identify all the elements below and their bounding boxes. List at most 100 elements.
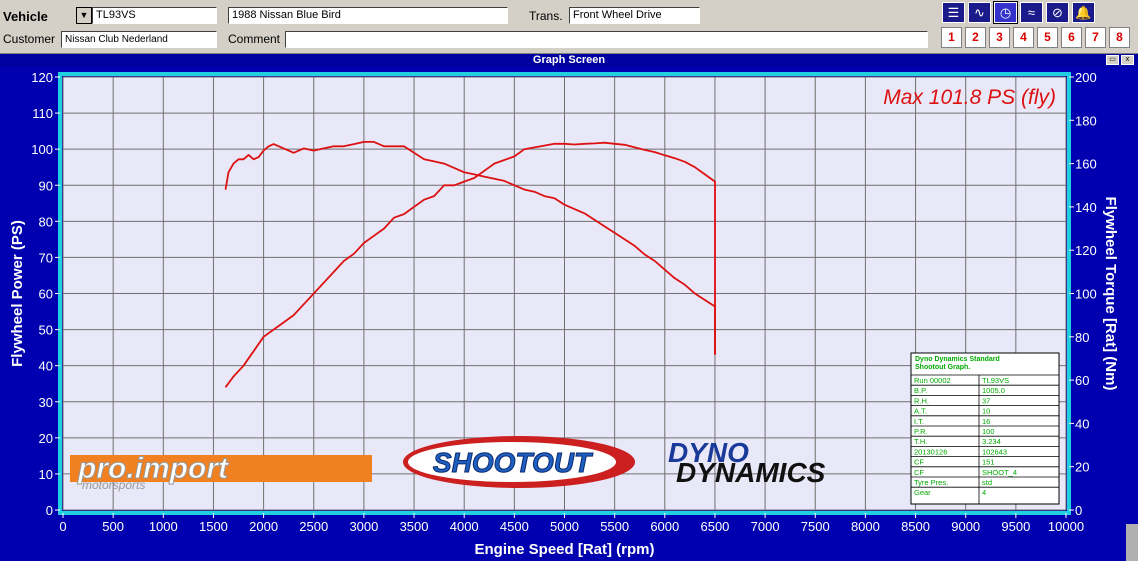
vehicle-label: Vehicle: [3, 9, 48, 24]
tool-curve-button[interactable]: ∿: [968, 2, 991, 23]
x-tick-label: 500: [102, 519, 124, 534]
x-tick-label: 1000: [149, 519, 178, 534]
y2-tick-label: 160: [1075, 157, 1097, 172]
gauge-icon: ◷: [999, 5, 1012, 20]
info-table-title: Dyno Dynamics Standard: [915, 356, 1000, 363]
y2-tick-label: 0: [1075, 503, 1082, 518]
x-tick-label: 3000: [349, 519, 378, 534]
multi-curve-icon: ≈: [1027, 5, 1036, 20]
y-tick-label: 60: [39, 287, 53, 302]
tool-gauge-button[interactable]: ◷: [993, 1, 1018, 24]
info-row-key: 20130126: [914, 447, 947, 456]
info-row-value: 3.234: [982, 437, 1001, 446]
info-row-value: 151: [982, 458, 995, 467]
y2-tick-label: 60: [1075, 373, 1089, 388]
x-tick-label: 5500: [600, 519, 629, 534]
x-axis-label: Engine Speed [Rat] (rpm): [474, 541, 654, 558]
info-row-value: 10: [982, 407, 990, 416]
tool-multi-curve-button[interactable]: ≈: [1020, 2, 1043, 23]
y-tick-label: 0: [46, 503, 53, 518]
y-tick-label: 120: [31, 70, 53, 85]
shootout-logo-inner: [408, 442, 616, 482]
info-row-key: Gear: [914, 488, 931, 497]
info-row-key: Tyre Pres.: [914, 478, 948, 487]
y-tick-label: 10: [39, 467, 53, 482]
tool-bell-button[interactable]: 🔔: [1072, 2, 1095, 23]
dyno-logo-top: DYNO: [668, 437, 749, 468]
info-row-key: P.R.: [914, 427, 928, 436]
comment-label: Comment: [228, 32, 281, 46]
y2-tick-label: 180: [1075, 113, 1097, 128]
x-tick-label: 7500: [801, 519, 830, 534]
y2-tick-label: 80: [1075, 330, 1089, 345]
menu-lines-icon: ☰: [947, 5, 960, 20]
customer-label: Customer: [3, 32, 56, 46]
torque-curve: [224, 140, 716, 355]
x-tick-label: 2500: [299, 519, 328, 534]
preset-button-6[interactable]: 6: [1061, 27, 1082, 48]
info-row-key: CF: [914, 468, 924, 477]
preset-button-5[interactable]: 5: [1037, 27, 1058, 48]
vehicle-input[interactable]: TL93VS: [92, 7, 217, 24]
y-tick-label: 70: [39, 250, 53, 265]
gauge-curve-icon: ⊘: [1052, 5, 1063, 20]
info-row-key: B.P.: [914, 386, 927, 395]
y-tick-label: 80: [39, 214, 53, 229]
info-row-value: 16: [982, 417, 990, 426]
preset-button-2[interactable]: 2: [965, 27, 986, 48]
pro-import-logo-bar: [70, 455, 372, 482]
toolbar: ☰ ∿ ◷ ≈ ⊘ 🔔 1 2 3 4 5 6 7 8: [938, 0, 1138, 53]
scrollbar[interactable]: [1126, 524, 1138, 561]
vehicle-dropdown-button[interactable]: ▼: [76, 7, 92, 24]
info-row-value: 4: [982, 488, 986, 497]
preset-button-3[interactable]: 3: [989, 27, 1010, 48]
preset-button-1[interactable]: 1: [941, 27, 962, 48]
model-input[interactable]: 1988 Nissan Blue Bird: [228, 7, 508, 24]
info-row-value: TL93VS: [982, 376, 1009, 385]
restore-icon: ▭: [1109, 56, 1116, 63]
x-tick-label: 10000: [1048, 519, 1084, 534]
info-row-value: std: [982, 478, 992, 487]
x-tick-label: 2000: [249, 519, 278, 534]
info-row-value: SHOOT_4: [982, 468, 1017, 477]
restore-button[interactable]: ▭: [1106, 55, 1119, 65]
y-tick-label: 40: [39, 359, 53, 374]
y2-tick-label: 100: [1075, 287, 1097, 302]
x-tick-label: 7000: [751, 519, 780, 534]
y-tick-label: 20: [39, 431, 53, 446]
x-tick-label: 0: [59, 519, 66, 534]
chevron-down-icon: ▼: [79, 10, 89, 20]
max-power-annotation: Max 101.8 PS (fly): [883, 86, 1056, 109]
info-row-value: 37: [982, 396, 990, 405]
tool-gauge-curve-button[interactable]: ⊘: [1046, 2, 1069, 23]
x-tick-label: 4000: [450, 519, 479, 534]
info-row-key: R.H.: [914, 396, 929, 405]
y2-tick-label: 40: [1075, 416, 1089, 431]
x-tick-label: 6500: [700, 519, 729, 534]
tool-menu-lines-button[interactable]: ☰: [942, 2, 965, 23]
close-button[interactable]: x: [1121, 55, 1134, 65]
graph-screen-title: Graph Screen: [0, 54, 1138, 67]
preset-button-8[interactable]: 8: [1109, 27, 1130, 48]
pro-import-logo: pro.import: [77, 452, 230, 485]
y2-axis-label: Flywheel Torque [Rat] (Nm): [1102, 197, 1119, 391]
trans-input[interactable]: Front Wheel Drive: [569, 7, 700, 24]
comment-input[interactable]: [285, 31, 928, 48]
close-icon: x: [1125, 56, 1130, 63]
y2-tick-label: 120: [1075, 243, 1097, 258]
info-row-key: Run 00002: [914, 376, 951, 385]
trans-label: Trans.: [529, 9, 563, 23]
x-tick-label: 6000: [650, 519, 679, 534]
info-row-value: 1005.0: [982, 386, 1005, 395]
x-tick-label: 3500: [400, 519, 429, 534]
x-tick-label: 5000: [550, 519, 579, 534]
y-tick-label: 50: [39, 323, 53, 338]
preset-button-7[interactable]: 7: [1085, 27, 1106, 48]
y-tick-label: 30: [39, 395, 53, 410]
preset-button-4[interactable]: 4: [1013, 27, 1034, 48]
pro-import-logo-sub: motorsports: [82, 478, 145, 492]
y-tick-label: 90: [39, 178, 53, 193]
curve-icon: ∿: [974, 5, 985, 20]
customer-input[interactable]: Nissan Club Nederland: [61, 31, 217, 48]
